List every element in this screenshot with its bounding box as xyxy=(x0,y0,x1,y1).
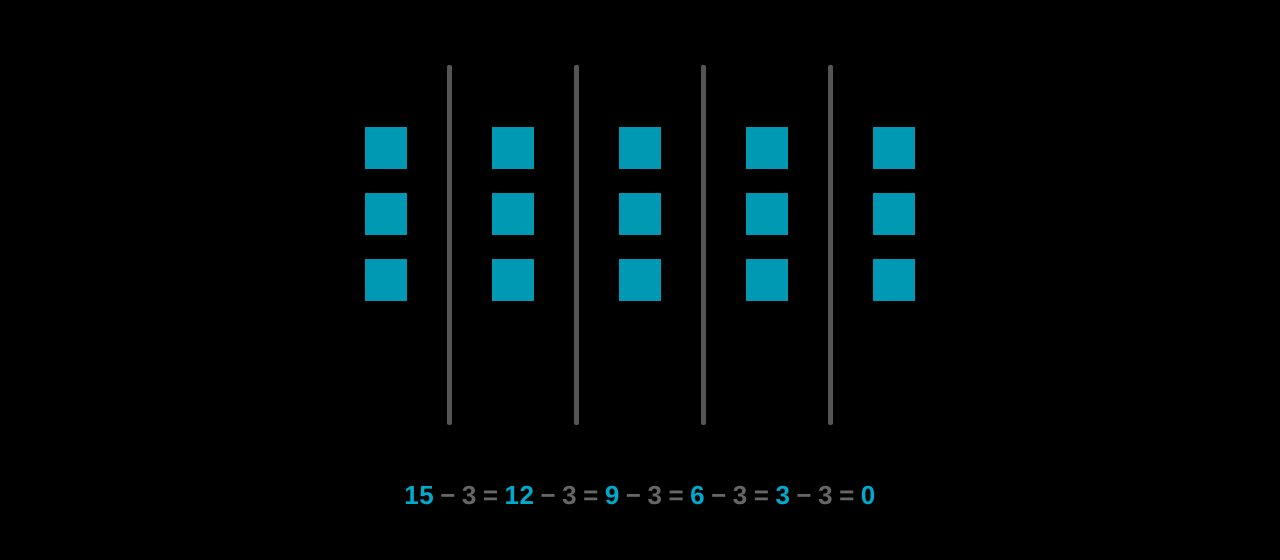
equation-number: 3 xyxy=(775,480,790,511)
equation-number: 0 xyxy=(861,480,876,511)
equation-operator: 3 xyxy=(462,480,477,511)
equation-operator: 3 xyxy=(733,480,748,511)
unit-square xyxy=(365,259,407,301)
equation-operator: − xyxy=(440,480,456,511)
unit-square xyxy=(619,193,661,235)
equation-operator: = xyxy=(583,480,599,511)
equation-number: 9 xyxy=(605,480,620,511)
equation-number: 15 xyxy=(404,480,434,511)
equation-operator: = xyxy=(839,480,855,511)
equation-operator: − xyxy=(540,480,556,511)
block-column xyxy=(325,65,447,301)
unit-square xyxy=(492,193,534,235)
block-group xyxy=(452,65,579,425)
unit-square xyxy=(746,193,788,235)
block-column xyxy=(706,65,828,301)
block-group xyxy=(579,65,706,425)
equation-operator: − xyxy=(796,480,812,511)
block-group xyxy=(325,65,452,425)
unit-square xyxy=(619,259,661,301)
block-group xyxy=(706,65,833,425)
unit-square xyxy=(873,193,915,235)
equation-number: 12 xyxy=(505,480,535,511)
equation-operator: 3 xyxy=(562,480,577,511)
block-column xyxy=(833,65,955,301)
equation-operator: 3 xyxy=(647,480,662,511)
equation-line: 15 − 3 = 12 − 3 = 9 − 3 = 6 − 3 = 3 − 3 … xyxy=(0,480,1280,511)
unit-square xyxy=(873,259,915,301)
unit-square xyxy=(492,259,534,301)
equation-operator: − xyxy=(711,480,727,511)
block-column xyxy=(579,65,701,301)
block-column xyxy=(452,65,574,301)
equation-operator: = xyxy=(668,480,684,511)
equation-operator: = xyxy=(754,480,770,511)
unit-square xyxy=(619,127,661,169)
block-group xyxy=(833,65,955,301)
equation-number: 6 xyxy=(690,480,705,511)
unit-square xyxy=(873,127,915,169)
unit-square xyxy=(365,127,407,169)
diagram-stage: 15 − 3 = 12 − 3 = 9 − 3 = 6 − 3 = 3 − 3 … xyxy=(0,0,1280,560)
equation-operator: − xyxy=(626,480,642,511)
equation-operator: 3 xyxy=(818,480,833,511)
unit-square xyxy=(746,127,788,169)
unit-square xyxy=(365,193,407,235)
unit-square xyxy=(746,259,788,301)
equation-operator: = xyxy=(483,480,499,511)
unit-square xyxy=(492,127,534,169)
block-groups xyxy=(0,65,1280,425)
